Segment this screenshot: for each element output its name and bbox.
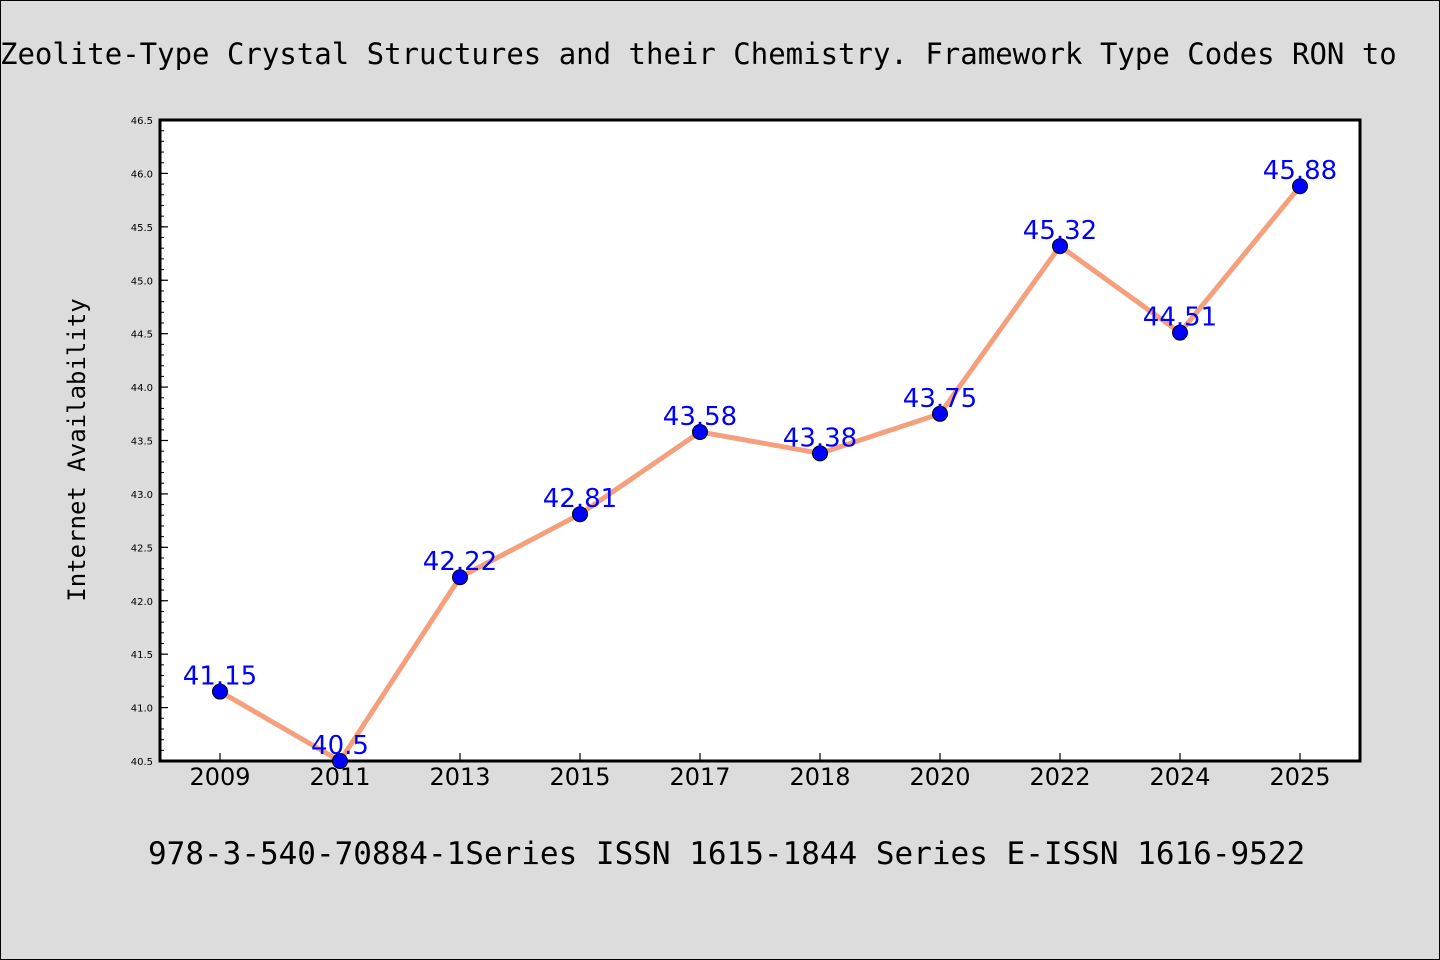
x-tick-label: 2022 (1029, 763, 1090, 791)
y-tick-label: 41.5 (131, 650, 153, 661)
x-axis-ticks: 2009 2011 2013 2015 2017 2018 2020 2022 2024 2025 (189, 753, 1331, 791)
y-tick-label: 42.0 (131, 597, 153, 608)
data-label: 42.81 (543, 484, 617, 514)
data-point (692, 423, 708, 440)
data-point (212, 683, 228, 700)
y-tick-label: 46.5 (131, 116, 153, 127)
data-point (812, 445, 828, 462)
data-label: 45.88 (1263, 156, 1337, 186)
x-tick-label: 2025 (1269, 763, 1330, 791)
x-tick-label: 2009 (189, 763, 250, 791)
data-label: 45.32 (1023, 216, 1097, 246)
y-tick-label: 44.0 (131, 383, 153, 394)
y-tick-label: 45.5 (131, 223, 153, 234)
data-label: 41.15 (183, 662, 257, 692)
y-tick-label: 40.5 (131, 757, 153, 768)
data-point (572, 506, 588, 523)
data-label: 43.58 (663, 402, 737, 432)
y-tick-label: 43.0 (131, 490, 153, 501)
y-tick-label: 43.5 (131, 437, 153, 448)
y-tick-label: 44.5 (131, 330, 153, 341)
data-point (332, 753, 348, 769)
data-labels: 41.15 40.5 42.22 42.81 43.58 43.38 43.75 45.32 4… (183, 156, 1337, 761)
data-point (932, 405, 948, 422)
x-tick-label: 2018 (789, 763, 850, 791)
x-tick-label: 2015 (549, 763, 610, 791)
data-point (1292, 178, 1308, 195)
data-label: 44.51 (1143, 303, 1217, 333)
y-axis-ticks: 40.5 41.0 41.5 42.0 42.5 43.0 43.5 44.0 44.5 45.0… (131, 116, 168, 768)
data-label: 42.22 (423, 547, 497, 577)
y-tick-label: 46.0 (131, 169, 153, 180)
series-line (218, 184, 1302, 764)
chart-caption: 978-3-540-70884-1Series ISSN 1615-1844 S… (148, 836, 1305, 872)
series-markers (212, 178, 1308, 769)
x-tick-label: 2017 (669, 763, 730, 791)
data-label: 43.38 (783, 423, 857, 453)
y-axis-label: Internet Availability (63, 298, 91, 601)
x-tick-label: 2020 (909, 763, 970, 791)
y-tick-label: 42.5 (131, 543, 153, 554)
x-tick-label: 2024 (1149, 763, 1210, 791)
data-point (452, 569, 468, 586)
data-point (1172, 324, 1188, 341)
y-tick-label: 45.0 (131, 276, 153, 287)
data-point (1052, 238, 1068, 255)
data-label: 40.5 (311, 731, 369, 761)
chart-title: Zeolite-Type Crystal Structures and thei… (0, 37, 1397, 71)
y-tick-label: 41.0 (131, 704, 153, 715)
data-label: 43.75 (903, 384, 977, 414)
x-tick-label: 2013 (429, 763, 490, 791)
